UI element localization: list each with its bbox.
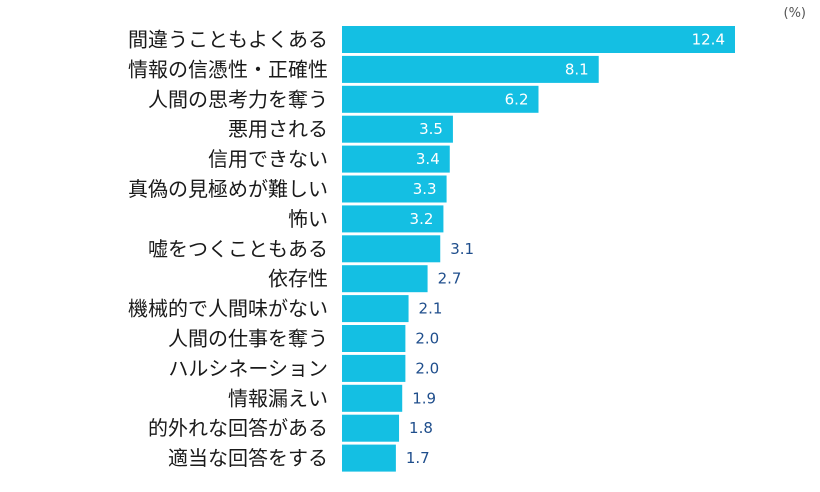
bar-3	[342, 85, 539, 113]
value-label: 3.4	[416, 150, 440, 168]
value-label: 2.0	[415, 359, 439, 377]
value-label: 2.0	[415, 330, 439, 348]
category-label: 間違うこともよくある	[128, 28, 328, 52]
value-label: 6.2	[505, 90, 529, 108]
category-label: 嘘をつくこともある	[148, 237, 328, 261]
category-label: 適当な回答をする	[168, 446, 328, 470]
category-label: 信用できない	[208, 147, 328, 171]
value-label: 3.1	[450, 240, 474, 258]
category-label: 的外れな回答がある	[148, 416, 328, 440]
bar-4	[342, 115, 453, 143]
category-label: 情報の信憑性・正確性	[128, 57, 328, 81]
category-label: 怖い	[288, 207, 328, 231]
value-label: 2.1	[419, 300, 443, 318]
value-label: 1.9	[412, 389, 436, 407]
value-label: 2.7	[438, 270, 462, 288]
bar-7	[342, 205, 444, 233]
value-label: 3.2	[410, 210, 434, 228]
category-label: ハルシネーション	[168, 356, 328, 380]
category-label: 真偽の見極めが難しい	[128, 177, 328, 201]
bar-6	[342, 175, 447, 203]
bar-2	[342, 55, 599, 83]
value-label: 1.8	[409, 419, 433, 437]
category-label: 人間の思考力を奪う	[148, 87, 328, 111]
value-label: 3.3	[413, 180, 437, 198]
bar-5	[342, 145, 450, 173]
unit-label: (%)	[783, 6, 807, 21]
category-label: 悪用される	[228, 117, 328, 141]
category-label: 依存性	[268, 267, 328, 291]
bar-12	[342, 354, 406, 382]
value-label: 12.4	[692, 31, 725, 49]
bar-8	[342, 235, 441, 263]
bar-13	[342, 384, 403, 412]
category-label: 機械的で人間味がない	[128, 297, 328, 321]
value-label: 8.1	[565, 60, 589, 78]
bar-11	[342, 325, 406, 352]
bar-9	[342, 265, 428, 293]
category-label: 情報漏えい	[228, 386, 328, 410]
bar-15	[342, 444, 396, 472]
value-label: 3.5	[419, 120, 443, 138]
bar-14	[342, 414, 400, 442]
bar-1	[342, 26, 735, 53]
bar-10	[342, 295, 409, 323]
value-label: 1.7	[406, 449, 430, 467]
category-label: 人間の仕事を奪う	[168, 327, 328, 351]
